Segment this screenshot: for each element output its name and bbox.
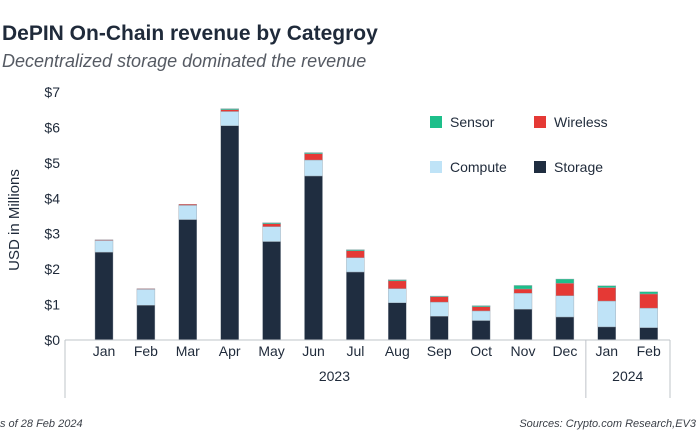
bar-segment-storage (639, 327, 658, 341)
bar-segment-compute (555, 295, 575, 318)
bar-segment-sensor (220, 108, 239, 110)
bar-segment-wireless (555, 283, 575, 296)
year-label: 2024 (612, 368, 643, 384)
bar-segment-compute (388, 288, 407, 303)
x-tick-label: Jan (596, 343, 619, 359)
bar-segment-compute (639, 307, 658, 328)
bar-segment-wireless (94, 239, 114, 241)
legend-label-wireless: Wireless (554, 114, 608, 130)
y-axis-label: USD in Millions (6, 169, 23, 271)
x-tick-label: Aug (385, 343, 410, 359)
y-tick-label: $6 (44, 119, 60, 135)
year-label: 2023 (319, 368, 350, 384)
bar-segment-storage (430, 316, 449, 341)
legend-swatch-wireless (534, 116, 546, 128)
bar-segment-wireless (471, 306, 491, 312)
legend-swatch-sensor (430, 116, 442, 128)
bar-segment-wireless (220, 109, 239, 112)
bar-segment-storage (262, 241, 281, 341)
bar-segment-storage (220, 125, 239, 341)
x-tick-label: Jun (302, 343, 325, 359)
x-tick-label: Jan (93, 343, 116, 359)
bar-segment-wireless (304, 153, 323, 161)
bar-segment-wireless (388, 280, 407, 289)
chart-title: DePIN On-Chain revenue by Categroy (2, 22, 378, 45)
bar-segment-compute (471, 310, 491, 321)
date-footnote: s of 28 Feb 2024 (0, 418, 83, 430)
x-tick-label: Sep (427, 343, 452, 359)
sources-note: Sources: Crypto.com Research,EV3 (519, 418, 696, 430)
bar-segment-storage (346, 271, 365, 341)
bar-segment-wireless (262, 223, 281, 227)
y-tick-label: $2 (44, 261, 60, 277)
bar-segment-compute (513, 293, 533, 310)
x-tick-label: Feb (637, 343, 661, 359)
x-tick-label: Apr (219, 343, 241, 359)
bar-segment-storage (597, 326, 616, 341)
legend-label-storage: Storage (554, 159, 603, 175)
x-tick-label: May (258, 343, 284, 359)
y-tick-label: $4 (44, 190, 60, 206)
bar-segment-compute (136, 289, 156, 306)
bar-segment-storage (94, 251, 114, 341)
legend-label-compute: Compute (450, 159, 507, 175)
bar-segment-compute (304, 159, 323, 177)
bar-segment-wireless (597, 287, 616, 302)
x-tick-label: Jul (346, 343, 364, 359)
bar-segment-sensor (513, 285, 533, 290)
bar-segment-sensor (346, 249, 365, 251)
bar-segment-storage (304, 175, 323, 341)
bar-segment-wireless (430, 296, 449, 303)
bar-segment-sensor (430, 295, 449, 297)
bar-segment-storage (388, 302, 407, 341)
chart-subtitle: Decentralized storage dominated the reve… (2, 51, 367, 71)
y-tick-label: $3 (44, 226, 60, 242)
x-tick-label: Mar (176, 343, 200, 359)
bar-segment-wireless (513, 288, 533, 294)
bar-segment-wireless (178, 204, 198, 206)
bar-segment-compute (597, 300, 616, 328)
bar-segment-compute (346, 257, 365, 273)
bar-segment-wireless (346, 250, 365, 259)
bar-segment-storage (471, 320, 491, 341)
bar-segment-storage (136, 305, 156, 341)
bar-segment-compute (262, 226, 281, 242)
x-tick-label: Oct (470, 343, 492, 359)
bar-segment-compute (220, 111, 239, 126)
x-tick-label: Dec (552, 343, 577, 359)
bar-segment-storage (178, 219, 198, 341)
bar-segment-sensor (597, 285, 616, 288)
y-tick-label: $7 (44, 84, 60, 100)
bar-segment-sensor (262, 222, 281, 224)
legend-swatch-compute (430, 161, 442, 173)
bar-segment-wireless (639, 293, 658, 309)
legend-label-sensor: Sensor (450, 114, 495, 130)
y-tick-label: $5 (44, 155, 60, 171)
bar-segment-storage (513, 308, 533, 341)
bar-segment-sensor (471, 305, 491, 307)
bar-segment-compute (430, 301, 449, 317)
bar-segment-storage (555, 316, 575, 341)
bar-segment-wireless (136, 288, 156, 290)
legend-swatch-storage (534, 161, 546, 173)
bar-segment-compute (178, 205, 198, 220)
x-tick-label: Feb (134, 343, 158, 359)
bar-segment-sensor (388, 279, 407, 282)
y-tick-label: $1 (44, 297, 60, 313)
bar-segment-sensor (555, 278, 575, 284)
x-tick-label: Nov (511, 343, 536, 359)
y-tick-label: $0 (44, 332, 60, 348)
bar-segment-compute (94, 240, 114, 253)
bar-segment-sensor (304, 152, 323, 154)
bar-segment-sensor (639, 291, 658, 295)
